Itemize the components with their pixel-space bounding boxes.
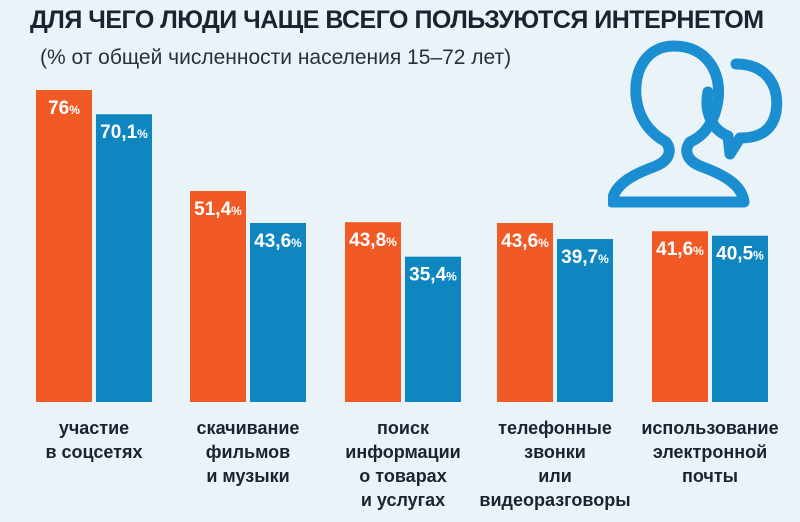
data-label-4-1: 40,5% bbox=[716, 244, 764, 265]
category-label-0: участие в соцсетях bbox=[45, 418, 142, 462]
bar-3-0 bbox=[497, 223, 553, 402]
data-label-0-1: 70,1% bbox=[100, 122, 148, 143]
data-label-2-0: 43,8% bbox=[349, 230, 397, 251]
bar-0-0 bbox=[36, 90, 92, 402]
bar-3-1 bbox=[557, 239, 613, 402]
data-label-0-0: 76% bbox=[48, 98, 80, 119]
bar-2-0 bbox=[345, 222, 401, 402]
data-label-4-0: 41,6% bbox=[656, 239, 704, 260]
data-label-1-0: 51,4% bbox=[194, 199, 242, 220]
data-label-2-1: 35,4% bbox=[409, 265, 457, 286]
people-chat-icon bbox=[608, 40, 783, 208]
bar-4-1 bbox=[712, 235, 768, 402]
category-label-2: поиск информации о товарах и услугах bbox=[345, 418, 461, 510]
bar-4-0 bbox=[652, 231, 708, 402]
category-label-4: использование электронной почты bbox=[641, 418, 778, 486]
category-label-3: телефонные звонки или видеоразговоры bbox=[479, 418, 630, 510]
data-label-3-0: 43,6% bbox=[501, 231, 549, 252]
bar-2-1 bbox=[405, 256, 461, 402]
bar-1-0 bbox=[190, 190, 246, 402]
chart-subtitle: (% от общей численности населения 15–72 … bbox=[40, 46, 512, 69]
data-label-3-1: 39,7% bbox=[561, 247, 609, 268]
data-label-1-1: 43,6% bbox=[254, 231, 302, 252]
bar-0-1 bbox=[96, 114, 152, 402]
category-label-1: скачивание фильмов и музыки bbox=[197, 418, 300, 486]
chart-title: ДЛЯ ЧЕГО ЛЮДИ ЧАЩЕ ВСЕГО ПОЛЬЗУЮТСЯ ИНТЕ… bbox=[30, 6, 764, 34]
bar-1-1 bbox=[250, 223, 306, 402]
